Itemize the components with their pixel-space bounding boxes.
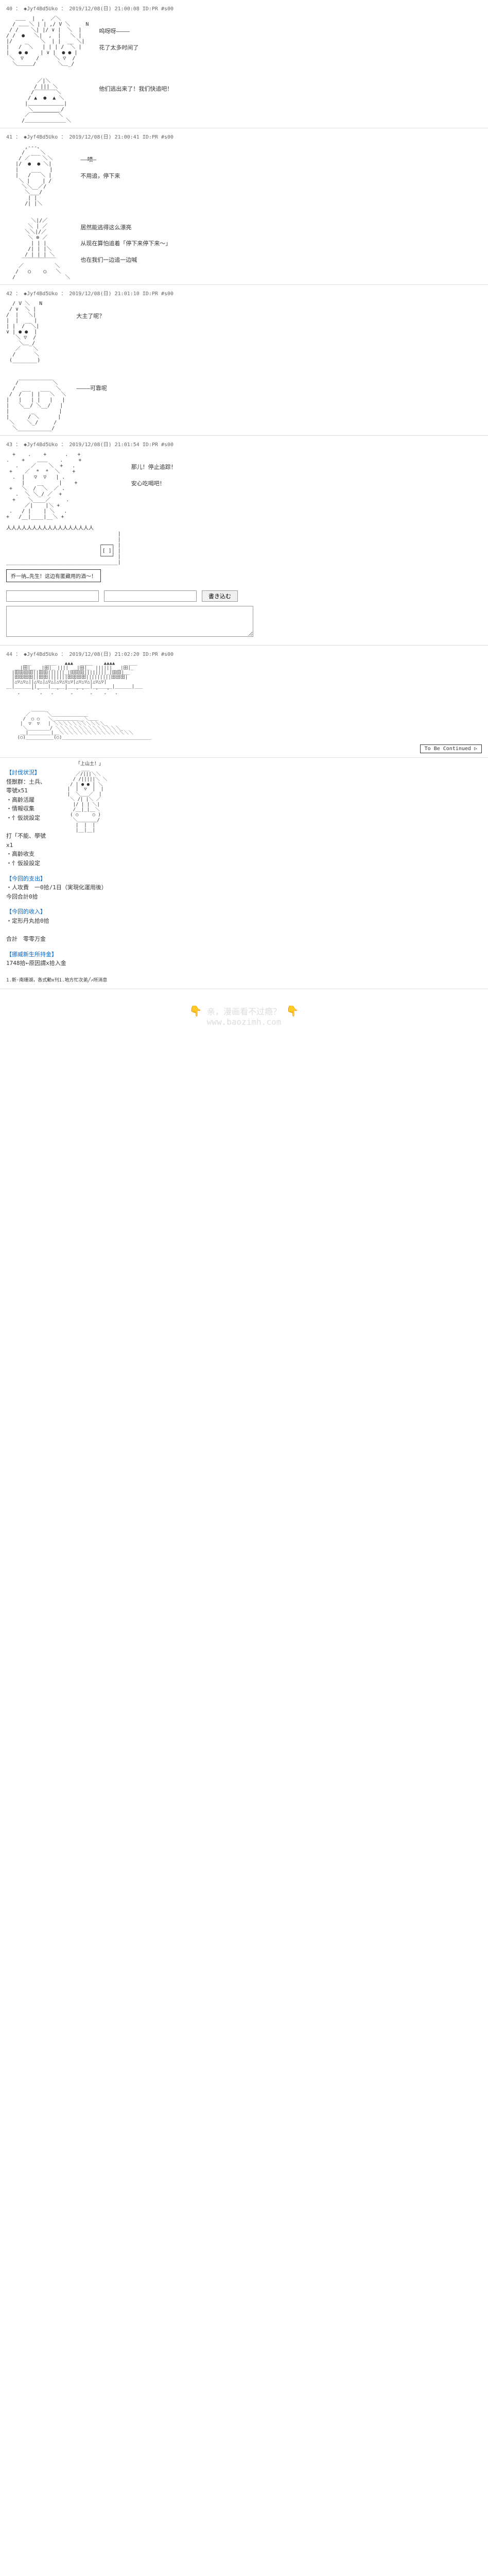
post-id: ◆Jyf4Bd5Uko <box>24 652 58 657</box>
post-date: 2019/12/08(日) 21:01:54 <box>69 442 139 448</box>
post-id: ◆Jyf4Bd5Uko <box>24 134 58 140</box>
dialogue-block: ——啧— 不用追，停下来 居然能逃得这么漂亮 从现在算怕追着「停下来停下来～」 … <box>80 155 171 272</box>
post-number: 40 <box>6 6 12 12</box>
ascii-art-girl: 「上山土！」 ___ ／/|||＼＼ / /|||||＼ ＼ / | ● ● |… <box>64 762 107 833</box>
dialogue-line: 也在我们一边追一边喊 <box>80 255 171 265</box>
stats-line: 合計 零零万金 <box>6 935 107 944</box>
post-number: 41 <box>6 134 12 140</box>
reply-form-body <box>6 606 482 637</box>
email-input[interactable] <box>104 590 197 602</box>
post-extra: ID:PR #s00 <box>143 652 173 657</box>
forum-post: 44 ： ◆Jyf4Bd5Uko ： 2019/12/08(日) 21:02:2… <box>0 646 488 758</box>
stats-header: 【今回的收入】 <box>6 907 107 917</box>
post-content: + . + . + . + ＿＿ . + . ／ ＼ + . + ／ * * ＼… <box>6 452 482 565</box>
forum-post-stats: 「上山土！」 ___ ／/|||＼＼ / /|||||＼ ＼ / | ● ● |… <box>0 758 488 989</box>
post-header: 41 ： ◆Jyf4Bd5Uko ： 2019/12/08(日) 21:00:4… <box>6 132 482 140</box>
dialogue-line: 大主了呢？ <box>76 311 107 321</box>
dialogue-line: 安心吃喝吧！ <box>131 479 177 489</box>
dialogue-line: 他们逃出来了！我们快追吧！ <box>99 84 172 94</box>
post-content: ,---、 / ___＼ / ／ ＼＼ |/ ● ● ＼| | ___ | | … <box>6 144 482 280</box>
dialogue-line: 花了太多时间了 <box>99 43 172 53</box>
stats-line: 打「不能、學號x1 <box>6 832 107 850</box>
speech-bubble: 乔一纳…先生！这边有匿藏用的酒～！ <box>6 569 101 582</box>
dialogue-line: ————可靠呢 <box>76 383 107 394</box>
stats-section: 「上山土！」 ___ ／/|||＼＼ / /|||||＼ ＼ / | ● ● |… <box>6 762 107 985</box>
forum-post: 43 ： ◆Jyf4Bd5Uko ： 2019/12/08(日) 21:01:5… <box>0 436 488 646</box>
post-content: ＿＿ | , ／＼ / ＿＿＼ | | ,/ V ＼ N / / ＼| |/ ∨… <box>6 16 482 124</box>
dialogue-line: ——啧— <box>80 155 171 165</box>
watermark: 👇 亲，漫画看不过瘾？ 👇 www.baozimh.com <box>0 999 488 1032</box>
dialogue-line: 从现在算怕追着「停下来停下来～」 <box>80 239 171 249</box>
post-header: 42 ： ◆Jyf4Bd5Uko ： 2019/12/08(日) 21:01:1… <box>6 289 482 297</box>
post-content: 「上山土！」 ___ ／/|||＼＼ / /|||||＼ ＼ / | ● ● |… <box>6 762 482 985</box>
ascii-art-cityscape: ___ ___ ▲▲▲ ___ ▲▲▲▲ ___ __|田|__ _|田|_ |… <box>6 662 482 740</box>
post-id: ◆Jyf4Bd5Uko <box>24 291 58 297</box>
post-header: 44 ： ◆Jyf4Bd5Uko ： 2019/12/08(日) 21:02:2… <box>6 650 482 657</box>
post-header: 40 ： ◆Jyf4Bd5Uko ： 2019/12/08(日) 21:00:0… <box>6 4 482 12</box>
reply-form: 書き込む <box>6 590 482 602</box>
post-id: ◆Jyf4Bd5Uko <box>24 6 58 12</box>
post-extra: ID:PR #s00 <box>143 291 173 297</box>
ascii-art-face: / V ＼ N / ∨ ＼ | / | ＼| | | __ | | | / ＼|… <box>6 301 66 431</box>
stats-line: ・高齡收支 <box>6 850 107 859</box>
stats-line: 1748拾←原因謂x拾入金 <box>6 959 107 968</box>
post-date: 2019/12/08(日) 21:00:08 <box>69 6 139 12</box>
post-date: 2019/12/08(日) 21:02:20 <box>69 652 139 657</box>
post-content: / V ＼ N / ∨ ＼ | / | ＼| | | __ | | | / ＼|… <box>6 301 482 431</box>
stats-line: ・人攻費 一0拾/1日（実現化運用後） <box>6 883 107 892</box>
post-number: 43 <box>6 442 12 448</box>
ascii-art-face: ＿＿ | , ／＼ / ＿＿＼ | | ,/ V ＼ N / / ＼| |/ ∨… <box>6 16 89 124</box>
post-date: 2019/12/08(日) 21:00:41 <box>69 134 139 140</box>
post-number: 42 <box>6 291 12 297</box>
stats-line: ・忄仮設設定 <box>6 859 107 868</box>
ascii-art-face: ,---、 / ___＼ / ／ ＼＼ |/ ● ● ＼| | ___ | | … <box>6 144 70 280</box>
stats-line: 今回合計0拾 <box>6 892 107 902</box>
watermark-url: www.baozimh.com <box>207 1017 282 1027</box>
post-id: ◆Jyf4Bd5Uko <box>24 442 58 448</box>
forum-post: 40 ： ◆Jyf4Bd5Uko ： 2019/12/08(日) 21:00:0… <box>0 0 488 128</box>
dialogue-block: 呜呀呀———— 花了太多时间了 他们逃出来了！我们快追吧！ <box>99 26 172 100</box>
body-textarea[interactable] <box>6 606 253 637</box>
to-be-continued: To Be Continued ▷ <box>420 744 482 753</box>
dialogue-block: 大主了呢？ ————可靠呢 <box>76 311 107 400</box>
submit-button[interactable]: 書き込む <box>202 590 238 602</box>
dialogue-block: 那儿！停止追踪！ 安心吃喝吧！ <box>131 462 177 495</box>
dialogue-line: 呜呀呀———— <box>99 26 172 37</box>
dialogue-line: 那儿！停止追踪！ <box>131 462 177 472</box>
ascii-art-stars: + . + . + . + ＿＿ . + . ／ ＼ + . + ／ * * ＼… <box>6 452 121 565</box>
watermark-text: 亲，漫画看不过瘾？ <box>207 1007 281 1016</box>
dialogue-line: 不用追，停下来 <box>80 171 171 181</box>
post-header: 43 ： ◆Jyf4Bd5Uko ： 2019/12/08(日) 21:01:5… <box>6 440 482 448</box>
post-date: 2019/12/08(日) 21:01:10 <box>69 291 139 297</box>
forum-post: 42 ： ◆Jyf4Bd5Uko ： 2019/12/08(日) 21:01:1… <box>0 285 488 436</box>
forum-post: 41 ： ◆Jyf4Bd5Uko ： 2019/12/08(日) 21:00:4… <box>0 128 488 285</box>
post-extra: ID:PR #s00 <box>143 134 173 140</box>
stats-line: ・定形丹丸拾0拾 <box>6 917 107 926</box>
stats-footer: 1.新·南珊湖，各式動x刊1.地方忙次弟╱↗所消息 <box>6 977 107 984</box>
name-input[interactable] <box>6 590 99 602</box>
post-extra: ID:PR #s00 <box>143 6 173 12</box>
stats-header: 【挪威新生所持金】 <box>6 950 107 959</box>
post-extra: ID:PR #s00 <box>143 442 173 448</box>
stats-header: 【今回的支出】 <box>6 874 107 884</box>
pointing-hand-icon: 👇 <box>189 1005 202 1017</box>
pointing-hand-icon: 👇 <box>286 1005 299 1017</box>
tbc-container: To Be Continued ▷ <box>6 744 482 753</box>
dialogue-line: 居然能逃得这么漂亮 <box>80 223 171 233</box>
post-number: 44 <box>6 652 12 657</box>
